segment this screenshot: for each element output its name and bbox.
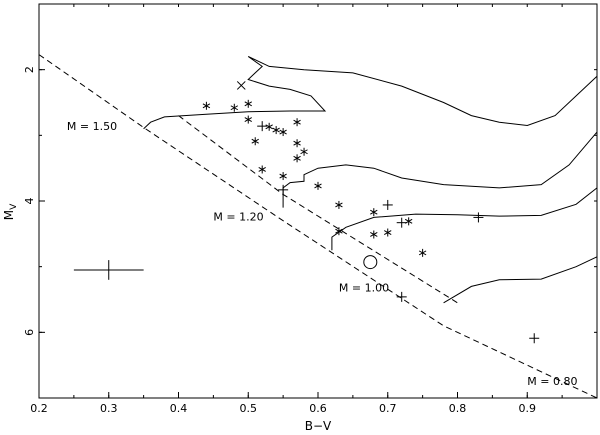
plus-marker-0	[382, 199, 393, 210]
plus-marker-1	[257, 121, 268, 132]
y-axis-label: MV	[2, 203, 19, 220]
track-label-0: M = 1.50	[67, 120, 117, 133]
y-axis-label-sub: V	[9, 203, 19, 210]
asterisk-marker-19	[384, 228, 392, 237]
asterisk-marker-11	[300, 147, 308, 156]
asterisk-marker-16	[335, 227, 343, 236]
x-tick-label-1: 0.3	[100, 402, 118, 415]
track-label-3: M = 0.80	[527, 375, 577, 388]
x-tick-label-6: 0.8	[449, 402, 467, 415]
zams-dashed-line	[38, 54, 598, 399]
x-tick-label-5: 0.7	[379, 402, 397, 415]
asterisk-marker-10	[293, 139, 301, 148]
y-axis-label-main: M	[2, 210, 16, 220]
asterisk-marker-9	[293, 118, 301, 127]
asterisk-marker-17	[370, 230, 378, 239]
track-2	[331, 187, 598, 251]
x-tick-label-7: 0.9	[519, 402, 537, 415]
track-label-2: M = 1.00	[339, 282, 389, 295]
evolutionary-tracks	[143, 56, 598, 304]
asterisk-marker-12	[293, 154, 301, 163]
asterisk-marker-7	[279, 128, 287, 137]
asterisk-marker-4	[251, 137, 259, 146]
asterisk-marker-6	[272, 126, 280, 135]
y-axis-ticks: 2 4 6	[23, 3, 597, 399]
errorbar-marker-0	[73, 260, 144, 280]
track-0	[143, 56, 598, 130]
cross-marker-0	[236, 81, 246, 90]
asterisk-marker-18	[370, 208, 378, 217]
plus-marker-5	[473, 212, 484, 223]
plus-marker-2	[278, 184, 289, 195]
x-tick-label-3: 0.5	[240, 402, 258, 415]
data-markers	[73, 81, 540, 344]
asterisk-marker-1	[230, 103, 239, 112]
circle-marker-0	[363, 255, 378, 270]
track-1	[282, 131, 598, 208]
y-tick-label-0: 2	[23, 66, 36, 73]
asterisk-marker-3	[244, 115, 252, 124]
plus-marker-4	[396, 291, 407, 302]
x-tick-label-2: 0.4	[170, 402, 188, 415]
x-axis-ticks: 0.2 0.3 0.4 0.5 0.6 0.7 0.8 0.9	[30, 4, 598, 415]
asterisk-marker-2	[244, 99, 252, 108]
x-axis-label: B−V	[305, 419, 332, 433]
asterisk-marker-8	[258, 165, 266, 174]
y-tick-label-1: 4	[23, 198, 36, 205]
y-tick-label-2: 6	[23, 329, 36, 336]
asterisk-marker-13	[279, 172, 287, 181]
asterisk-marker-20	[404, 217, 413, 226]
plot-frame	[38, 3, 598, 399]
plus-marker-6	[529, 333, 540, 344]
track-label-1: M = 1.20	[213, 211, 263, 224]
asterisk-marker-21	[418, 248, 427, 257]
reference-dashed-line	[178, 115, 458, 304]
dashed-lines	[38, 54, 598, 399]
asterisk-marker-5	[265, 122, 273, 131]
asterisk-marker-0	[202, 101, 211, 110]
track-labels: M = 1.50 M = 1.20 M = 1.00 M = 0.80	[67, 120, 578, 388]
plus-marker-3	[396, 217, 407, 228]
x-tick-label-4: 0.6	[309, 402, 327, 415]
asterisk-marker-14	[314, 181, 322, 190]
track-3	[443, 256, 598, 304]
x-tick-label-0: 0.2	[30, 402, 48, 415]
asterisk-marker-15	[335, 200, 343, 209]
